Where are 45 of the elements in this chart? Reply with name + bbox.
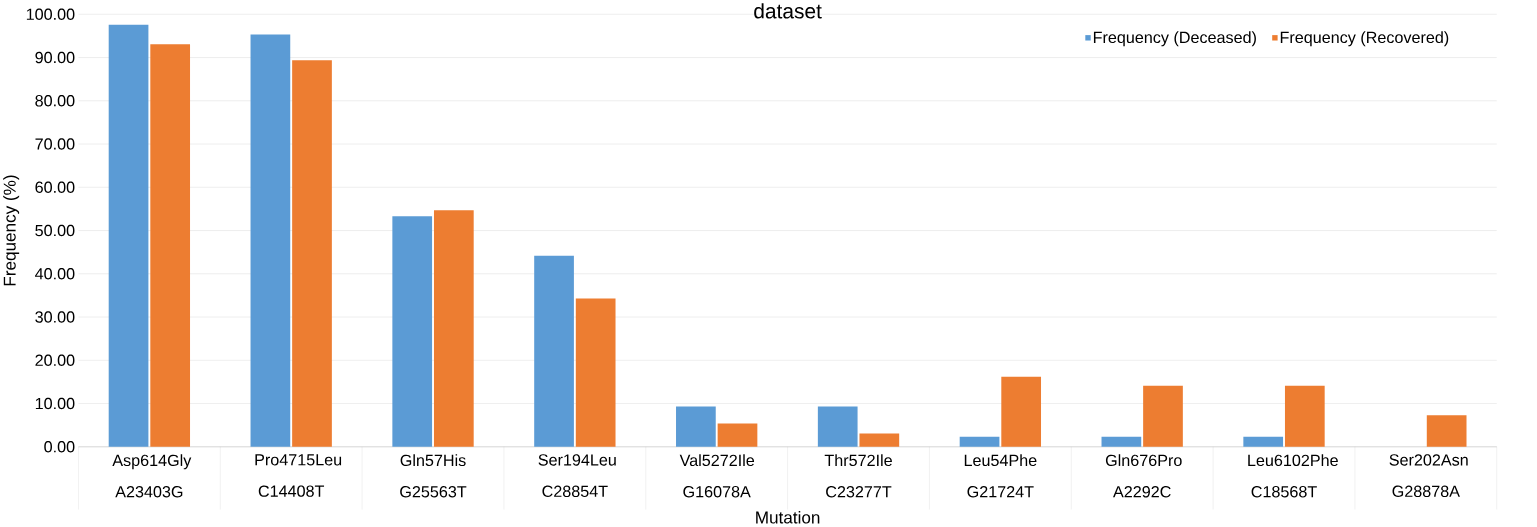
y-tick-label: 10.00 (35, 397, 75, 410)
category-label: Pro4715Leu C14408T (255, 454, 342, 497)
category-label: Leu6102Phe C18568T (1248, 454, 1338, 498)
y-tick-label: 40.00 (35, 268, 75, 280)
bar (1284, 385, 1325, 447)
y-axis-title: Frequency (%) (3, 175, 20, 286)
y-tick-label: 80.00 (35, 95, 75, 107)
bar (959, 436, 1000, 447)
y-tick-label: 90.00 (35, 51, 75, 64)
legend-label: Frequency (Recovered) (1280, 31, 1449, 47)
bar (1243, 436, 1284, 447)
category-label: Ser194Leu C28854T (538, 454, 616, 498)
y-tick-label: 50.00 (35, 224, 75, 237)
bar (433, 210, 474, 447)
bar (108, 24, 149, 447)
bar (575, 298, 616, 447)
bar (1426, 415, 1467, 447)
x-axis-title: Mutation (756, 511, 820, 524)
x-tick-label: Asp614Gly A23403G (112, 454, 192, 498)
category-label: Gln57His G25563T (400, 454, 467, 498)
y-tick-label: 60.00 (35, 181, 75, 194)
y-tick-label: 100.00 (26, 8, 75, 21)
y-tick-label: 30.00 (35, 311, 75, 323)
category-label: Ser202Asn G28878A (1389, 454, 1468, 498)
y-tick-label: 20.00 (35, 354, 75, 367)
chart-title: dataset (754, 3, 822, 19)
y-tick-label: 70.00 (35, 138, 75, 150)
category-label: Leu54Phe G21724T (964, 454, 1037, 498)
bar (1143, 385, 1183, 447)
bar (817, 406, 858, 447)
bar (676, 406, 716, 447)
bar (1101, 436, 1142, 447)
bar (150, 44, 191, 447)
bar (534, 255, 574, 447)
bar (1001, 376, 1042, 447)
legend-label: Frequency (Deceased) (1093, 31, 1256, 47)
y-tick-label: 0.00 (44, 441, 75, 453)
bar (717, 423, 758, 447)
bar (250, 34, 291, 447)
category-label: Thr572Ile C23277T (824, 454, 892, 498)
category-label: Gln676Pro A2292C (1105, 454, 1182, 498)
bar (292, 60, 332, 447)
bar (392, 216, 433, 447)
bar (859, 433, 900, 447)
category-label: Val5272Ile G16078A (679, 454, 755, 498)
